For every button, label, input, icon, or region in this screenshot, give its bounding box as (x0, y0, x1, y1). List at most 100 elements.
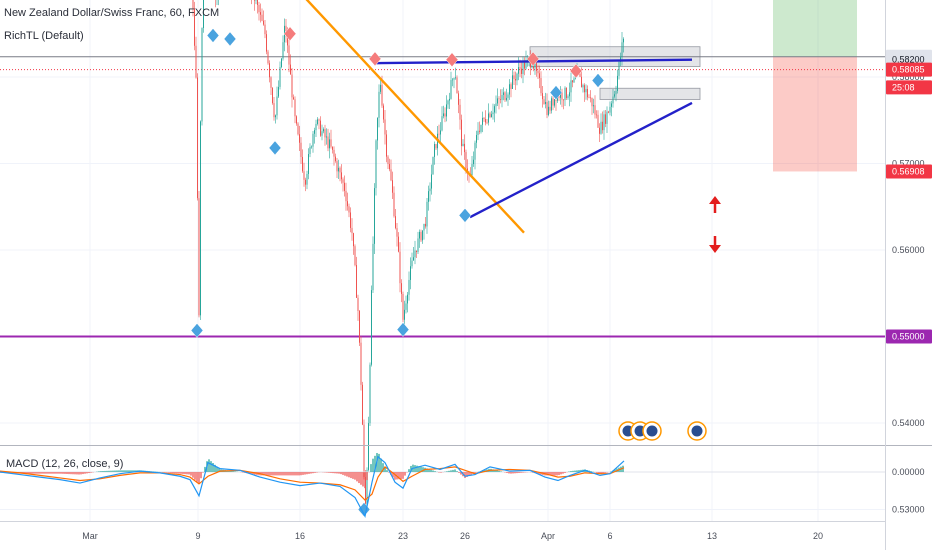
sell-signal-icon (445, 52, 459, 68)
candle-body (371, 290, 372, 365)
candle-body (447, 100, 449, 105)
symbol-title: New Zealand Dollar/Swiss Franc, 60, FXCM (4, 7, 219, 19)
macd-histogram-bar (132, 470, 134, 472)
x-tick-label: Mar (82, 531, 98, 541)
position-tool[interactable] (529, 0, 857, 172)
candle-body (449, 98, 450, 101)
y-tick-label: 0.57000 (892, 159, 925, 169)
candle-body (617, 75, 618, 91)
macd-histogram-bar (428, 469, 430, 472)
candle-body (452, 79, 453, 81)
candle-body (383, 105, 384, 120)
macd-histogram-bar (118, 470, 120, 472)
loss-zone (773, 56, 857, 172)
sell-signal-icon (368, 51, 382, 67)
macd-histogram-bar (218, 468, 220, 472)
candle-body (390, 169, 392, 181)
candle-body (440, 130, 441, 135)
candle-body (317, 119, 318, 124)
macd-histogram-bar (460, 472, 462, 475)
candle-body (374, 188, 375, 244)
candle-body (306, 173, 308, 185)
macd-histogram-bar (184, 472, 186, 475)
candle-body (603, 114, 605, 131)
buy-signal-icon (396, 322, 410, 337)
macd-histogram-bar (44, 472, 46, 474)
candle-body (552, 98, 554, 106)
candle-body (275, 115, 276, 118)
candle-body (539, 73, 540, 79)
candle-body (387, 156, 389, 165)
candle-body (473, 159, 474, 165)
candle-body (378, 91, 380, 118)
candle-body (393, 192, 395, 217)
macd-histogram-bar (308, 472, 310, 474)
candle-body (270, 77, 272, 88)
macd-histogram-bar (110, 470, 112, 472)
candle-body (479, 130, 480, 132)
candle-body (492, 112, 494, 115)
candle-body (389, 164, 390, 170)
macd-histogram-bar (370, 464, 372, 472)
macd-histogram-bar (208, 459, 210, 472)
candle-body (426, 201, 428, 227)
candle-body (471, 164, 473, 176)
flag-icon-inner (646, 425, 658, 437)
price-label-bg (886, 164, 932, 179)
candle-body (327, 136, 329, 149)
candle-body (309, 146, 311, 155)
macd-label: MACD (12, 26, close, 9) (6, 458, 123, 470)
macd-histogram-bar (24, 472, 26, 474)
macd-histogram-bar (104, 470, 106, 472)
candle-body (266, 34, 267, 52)
macd-histogram-bar (408, 469, 410, 472)
macd-histogram-bar (550, 472, 552, 476)
candle-body (420, 231, 422, 241)
candle-body (258, 4, 260, 13)
macd-panel[interactable] (0, 453, 885, 518)
candle-body (414, 250, 416, 258)
candle-body (198, 198, 200, 316)
candle-body (329, 139, 330, 149)
candle-body (458, 93, 459, 105)
horizontal-lines[interactable] (0, 56, 885, 338)
price-label: 0.56908 (892, 166, 925, 176)
candle-body (503, 92, 504, 95)
y-tick-label: 0.56000 (892, 245, 925, 255)
candle-body (441, 116, 443, 131)
time-axis[interactable]: Mar 9 16 23 26 Apr 6 13 20 (82, 531, 823, 541)
macd-histogram-bar (100, 471, 102, 472)
event-icons[interactable] (618, 421, 707, 441)
candle-body (276, 96, 278, 116)
candle-body (533, 66, 534, 69)
macd-histogram-bar (440, 472, 442, 473)
macd-histogram-bar (338, 472, 340, 474)
macd-histogram-bar (342, 472, 344, 475)
macd-histogram-bar (56, 472, 58, 474)
macd-histogram-bar (374, 455, 376, 472)
candle-body (438, 133, 440, 135)
macd-histogram-bar (38, 472, 40, 474)
macd-histogram-bar (32, 472, 34, 474)
macd-histogram-bar (388, 472, 390, 473)
macd-histogram-bar (332, 472, 334, 474)
candle-body (582, 85, 584, 88)
candle-body (269, 63, 270, 78)
price-label-bg (886, 62, 932, 77)
candle-body (263, 20, 264, 25)
macd-histogram-bar (614, 469, 616, 472)
macd-histogram-bar (234, 471, 236, 472)
candle-body (594, 105, 596, 115)
candle-body (548, 106, 549, 115)
candle-body (504, 92, 506, 101)
macd-histogram-bar (40, 472, 42, 474)
candle-body (267, 51, 269, 64)
candle-body (480, 124, 482, 132)
macd-histogram-bar (76, 472, 78, 475)
macd-histogram-bar (288, 472, 290, 476)
macd-histogram-bar (552, 472, 554, 476)
candle-body (608, 111, 609, 113)
macd-histogram-bar (398, 472, 400, 480)
macd-histogram-bar (190, 472, 192, 476)
